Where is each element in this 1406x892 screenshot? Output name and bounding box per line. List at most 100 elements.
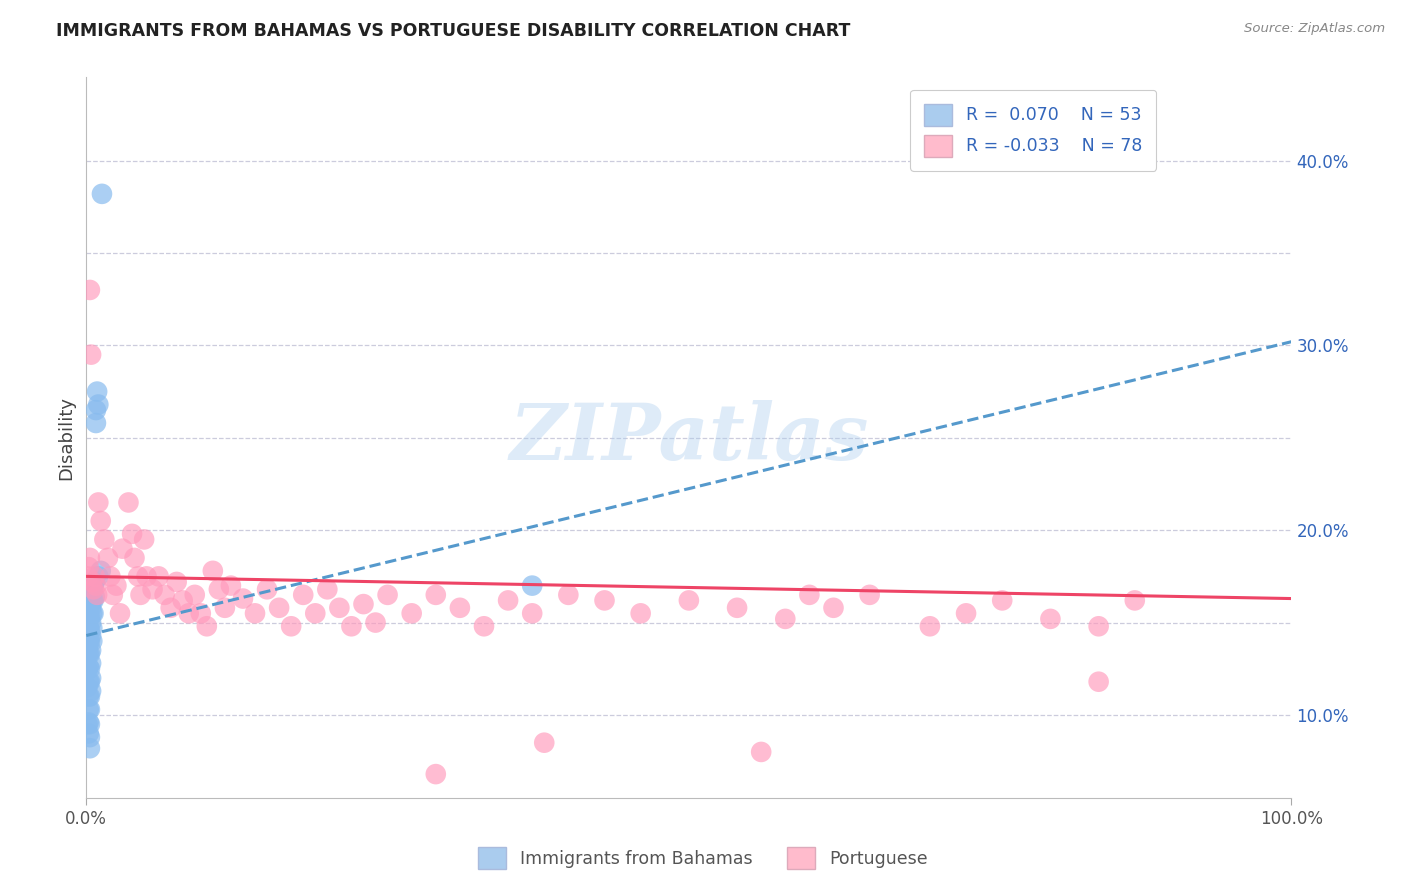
Point [82, 582, 104, 597]
Point [630, 607, 652, 621]
Point [353, 597, 375, 611]
Point [79, 597, 101, 611]
Point [725, 600, 748, 615]
Point [522, 607, 544, 621]
Point [77, 702, 100, 716]
Point [80, 588, 103, 602]
Point [77, 634, 100, 648]
Point [135, 569, 157, 583]
Point [79, 741, 101, 756]
Point [93, 533, 115, 547]
Point [79, 730, 101, 744]
Point [425, 767, 447, 781]
Point [87, 495, 110, 509]
Point [111, 541, 134, 556]
Point [401, 607, 423, 621]
Point [83, 582, 105, 597]
Point [134, 533, 156, 547]
Point [76, 643, 98, 657]
Point [87, 569, 110, 583]
Point [83, 569, 105, 583]
Point [129, 588, 152, 602]
Point [153, 588, 176, 602]
Point [77, 560, 100, 574]
Point [79, 623, 101, 637]
Point [82, 607, 104, 621]
Point [859, 588, 882, 602]
Point [127, 569, 149, 583]
Point [77, 726, 100, 740]
Point [83, 590, 105, 604]
Point [269, 600, 291, 615]
Point [76, 717, 98, 731]
Point [449, 600, 471, 615]
Point [91, 186, 114, 201]
Point [90, 514, 112, 528]
Point [83, 579, 105, 593]
Point [77, 715, 100, 730]
Point [593, 593, 616, 607]
Point [124, 550, 146, 565]
Point [83, 593, 105, 607]
Point [195, 619, 218, 633]
Point [77, 674, 100, 689]
Point [108, 607, 131, 621]
Point [97, 550, 120, 565]
Point [84, 403, 107, 417]
Text: Source: ZipAtlas.com: Source: ZipAtlas.com [1244, 22, 1385, 36]
Point [280, 619, 302, 633]
Point [79, 717, 101, 731]
Point [121, 527, 143, 541]
Point [304, 607, 326, 621]
Point [86, 384, 108, 399]
Point [80, 671, 103, 685]
Point [678, 593, 700, 607]
Point [87, 398, 110, 412]
Point [105, 579, 128, 593]
Point [775, 612, 797, 626]
Point [749, 745, 772, 759]
Point [522, 579, 544, 593]
Point [80, 643, 103, 657]
Point [80, 657, 103, 671]
Point [82, 574, 104, 589]
Point [80, 600, 103, 615]
Point [219, 579, 242, 593]
Point [208, 582, 231, 597]
Point [190, 607, 212, 621]
Point [76, 680, 98, 694]
Point [76, 569, 98, 583]
Point [159, 600, 181, 615]
Point [292, 588, 315, 602]
Point [77, 660, 100, 674]
Point [77, 647, 100, 661]
Point [83, 574, 105, 589]
Point [79, 550, 101, 565]
Point [77, 607, 100, 621]
Point [232, 591, 254, 606]
Point [823, 600, 845, 615]
Text: IMMIGRANTS FROM BAHAMAS VS PORTUGUESE DISABILITY CORRELATION CHART: IMMIGRANTS FROM BAHAMAS VS PORTUGUESE DI… [56, 22, 851, 40]
Point [80, 348, 103, 362]
Point [80, 628, 103, 642]
Point [79, 634, 101, 648]
Point [80, 615, 103, 630]
Point [364, 615, 387, 630]
Point [1123, 593, 1146, 607]
Point [80, 684, 103, 698]
Point [328, 600, 350, 615]
Point [557, 588, 579, 602]
Point [86, 588, 108, 602]
Point [177, 607, 200, 621]
Legend: R =  0.070    N = 53, R = -0.033    N = 78: R = 0.070 N = 53, R = -0.033 N = 78 [911, 90, 1156, 170]
Text: ZIPatlas: ZIPatlas [509, 400, 869, 476]
Point [184, 588, 207, 602]
Point [142, 582, 165, 597]
Point [166, 574, 188, 589]
Point [79, 674, 101, 689]
Point [84, 579, 107, 593]
Point [472, 619, 495, 633]
Point [82, 634, 104, 648]
Point [82, 593, 104, 607]
Point [1087, 674, 1109, 689]
